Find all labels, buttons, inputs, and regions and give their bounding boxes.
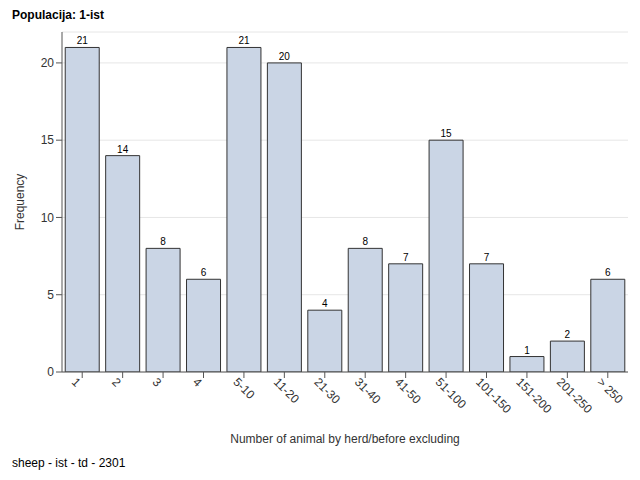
svg-text:201-250: 201-250 <box>554 375 595 416</box>
svg-text:1: 1 <box>69 375 84 390</box>
svg-text:10: 10 <box>41 211 55 225</box>
svg-text:20: 20 <box>41 56 55 70</box>
svg-text:> 250: > 250 <box>594 375 626 407</box>
svg-text:8: 8 <box>160 236 166 247</box>
svg-text:21: 21 <box>77 35 89 46</box>
svg-text:11-20: 11-20 <box>271 375 302 406</box>
svg-text:8: 8 <box>362 236 368 247</box>
svg-text:51-100: 51-100 <box>433 375 470 412</box>
svg-text:15: 15 <box>441 128 453 139</box>
svg-text:6: 6 <box>201 267 207 278</box>
svg-text:101-150: 101-150 <box>473 375 514 416</box>
svg-text:21-30: 21-30 <box>311 375 343 407</box>
svg-text:1: 1 <box>524 345 530 356</box>
svg-text:41-50: 41-50 <box>392 375 424 407</box>
html-text:Frequency: Frequency <box>13 173 27 231</box>
svg-text:6: 6 <box>605 267 611 278</box>
svg-text:151-200: 151-200 <box>513 375 554 416</box>
html-text:Populacija: 1-ist: Populacija: 1-ist <box>12 8 104 22</box>
svg-text:20: 20 <box>279 51 291 62</box>
svg-text:14: 14 <box>117 144 129 155</box>
svg-text:3: 3 <box>150 375 165 390</box>
svg-text:5: 5 <box>47 288 54 302</box>
svg-text:0: 0 <box>47 365 54 379</box>
svg-text:2: 2 <box>109 375 124 390</box>
svg-text:4: 4 <box>322 298 328 309</box>
svg-text:31-40: 31-40 <box>352 375 384 407</box>
svg-text:2: 2 <box>565 329 571 340</box>
svg-text:5-10: 5-10 <box>230 375 257 402</box>
svg-text:7: 7 <box>484 252 490 263</box>
svg-text:21: 21 <box>238 35 250 46</box>
svg-text:15: 15 <box>41 133 55 147</box>
html-text:sheep - ist - td - 2301: sheep - ist - td - 2301 <box>12 456 126 470</box>
svg-text:7: 7 <box>403 252 409 263</box>
svg-text:4: 4 <box>190 375 205 390</box>
html-text:Number of animal by herd/befor: Number of animal by herd/before excludin… <box>230 432 460 446</box>
